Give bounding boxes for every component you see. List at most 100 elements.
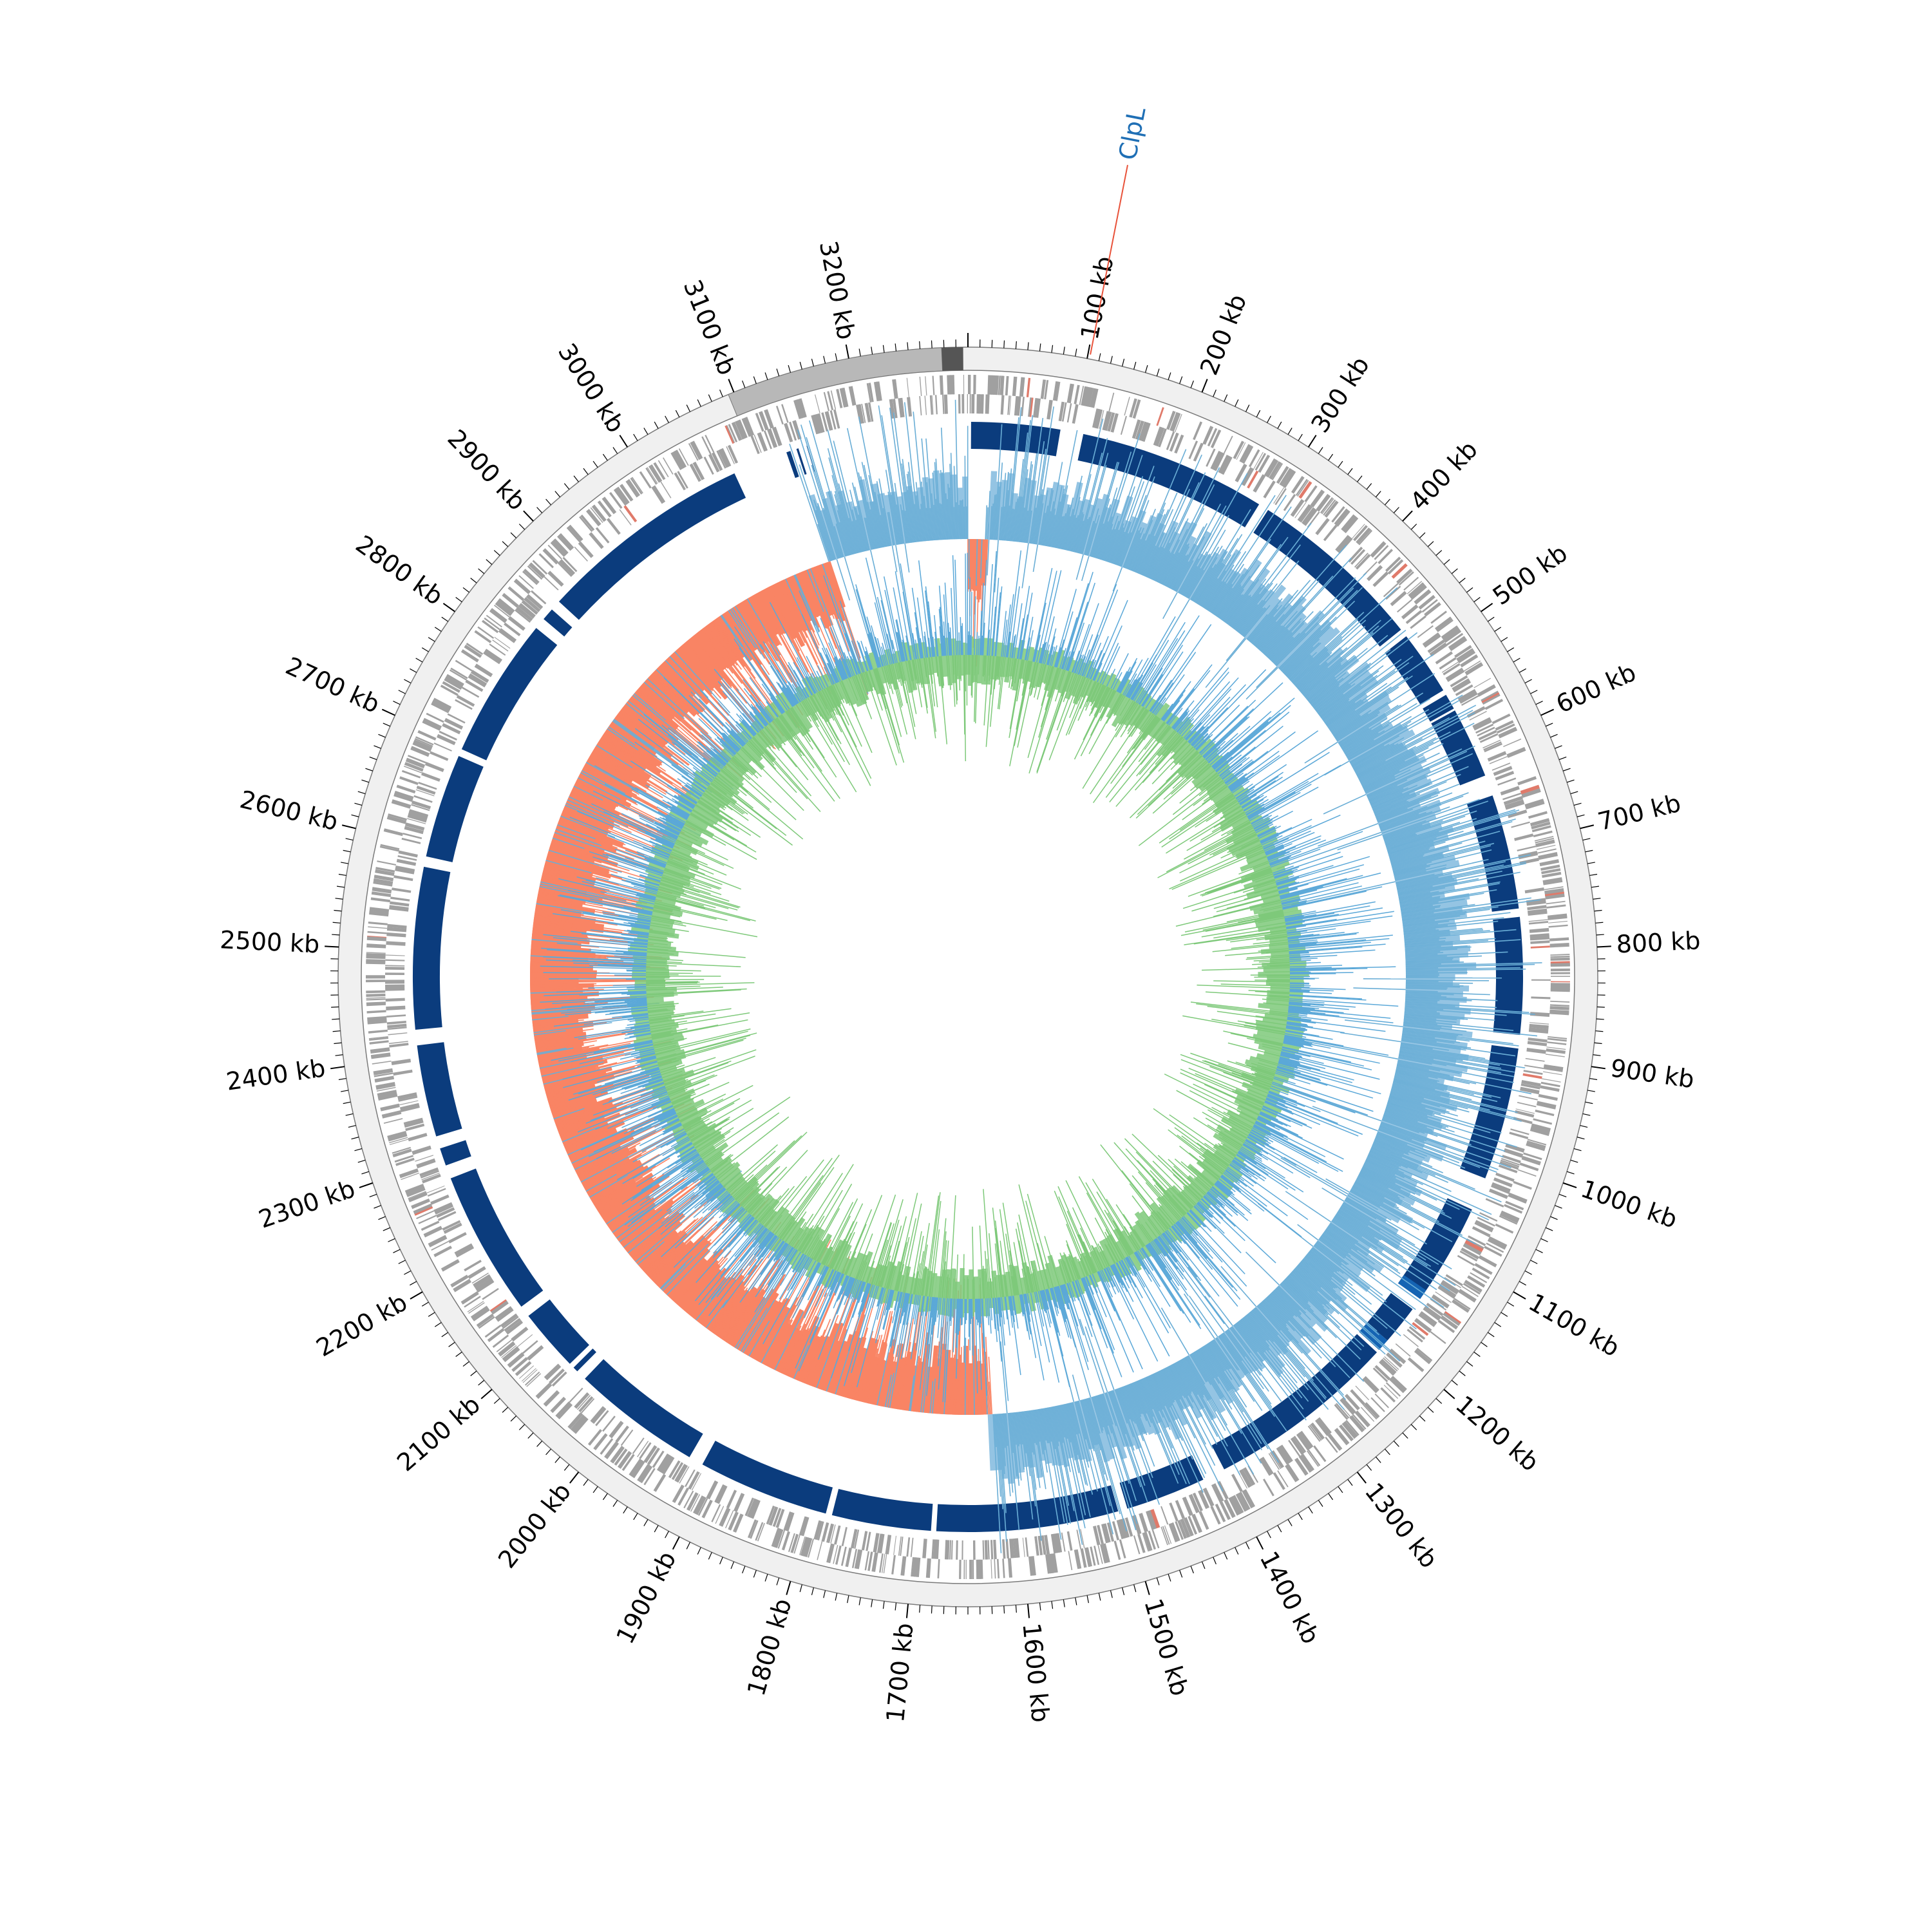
gene-feature — [766, 1505, 775, 1525]
gene-feature — [1380, 1387, 1396, 1403]
gc-skew-spike — [1133, 534, 1150, 573]
gc-skew-spike — [1391, 1088, 1468, 1110]
gene-feature — [1160, 1526, 1168, 1546]
gc-skew-spike — [1405, 987, 1447, 990]
gene-feature — [1418, 594, 1435, 610]
gc-skew-spike — [1405, 949, 1458, 953]
gene-feature — [1193, 442, 1204, 462]
gene-feature — [1242, 446, 1254, 464]
gc-skew-spike — [1359, 723, 1475, 782]
gc-skew-spike — [1066, 497, 1081, 551]
gc-skew-spike — [999, 473, 1007, 540]
gene-feature — [1327, 1433, 1343, 1451]
gene-feature — [1544, 888, 1564, 893]
gene-feature — [1298, 480, 1312, 499]
gc-skew-spike — [1162, 552, 1180, 585]
gc-skew-spike — [1075, 554, 1084, 580]
gene-feature — [615, 1425, 629, 1443]
gc-skew-spike — [1405, 1009, 1437, 1012]
gene-feature — [366, 975, 386, 979]
gene-feature — [1454, 1298, 1471, 1310]
gc-skew-spike — [1253, 580, 1311, 646]
gene-feature — [1231, 1495, 1244, 1514]
gc-skew-spike — [1236, 604, 1258, 632]
gene-feature — [1372, 571, 1389, 587]
gc-content-spike — [972, 655, 974, 683]
gc-skew-spike — [1084, 508, 1099, 556]
gene-feature — [1034, 1536, 1037, 1556]
gc-skew-spike — [1305, 647, 1368, 699]
gc-skew-spike — [1402, 1029, 1513, 1045]
gene-feature — [440, 1259, 459, 1271]
gene-feature — [385, 954, 405, 956]
gene-feature — [1102, 411, 1111, 431]
gene-feature — [1202, 1487, 1215, 1507]
gene-feature — [937, 1558, 940, 1578]
gene-feature — [399, 776, 419, 786]
gene-feature — [560, 559, 576, 575]
gene-feature — [1029, 397, 1034, 417]
gc-skew-spike — [1196, 558, 1224, 604]
gc-skew-spike — [1267, 632, 1293, 659]
gc-skew-spike — [1208, 583, 1227, 612]
gc-skew-spike — [1009, 508, 1014, 542]
gene-feature — [1355, 554, 1371, 570]
gene-feature — [1297, 480, 1309, 497]
gc-skew-spike — [1398, 1055, 1515, 1077]
gene-feature — [366, 952, 386, 954]
gc-skew-spike — [1387, 1100, 1435, 1115]
gc-skew-spike — [961, 500, 963, 540]
gene-feature — [785, 422, 793, 442]
gene-feature — [424, 762, 444, 772]
gene-feature — [1459, 1250, 1478, 1262]
gc-skew-spike — [1081, 465, 1107, 554]
gc-skew-spike — [1405, 961, 1464, 965]
gc-skew-spike — [1124, 530, 1139, 569]
gc-skew-spike — [999, 507, 1003, 540]
gene-feature — [1508, 811, 1528, 819]
gene-feature — [1489, 1188, 1508, 1199]
gc-skew-spike — [989, 506, 992, 540]
gene-feature — [1142, 422, 1151, 442]
gc-skew-spike — [1343, 698, 1431, 752]
gc-skew-spike — [1097, 451, 1132, 559]
gc-skew-spike — [961, 1378, 963, 1415]
gc-skew-spike — [1176, 1265, 1225, 1332]
gc-skew-spike — [1405, 945, 1468, 951]
gene-feature — [1277, 1470, 1289, 1488]
gc-skew-spike — [1148, 489, 1190, 579]
gc-skew-spike — [1380, 806, 1450, 832]
gc-skew-spike — [1258, 625, 1282, 650]
gc-skew-spike — [1346, 708, 1430, 758]
gene-feature — [663, 457, 674, 475]
gc-skew-spike — [1379, 795, 1464, 828]
gc-skew-spike — [1245, 1251, 1280, 1285]
gene-feature — [985, 394, 990, 414]
gene-feature — [1457, 688, 1477, 702]
gene-feature — [1418, 1312, 1437, 1327]
gc-skew-spike — [1405, 953, 1438, 956]
gene-feature — [1374, 545, 1389, 560]
gc-skew-spike — [994, 424, 1003, 540]
gc-skew-spike — [1038, 490, 1048, 545]
gene-feature — [1372, 1367, 1388, 1383]
gene-feature — [415, 1155, 434, 1162]
gc-skew-spike — [1361, 754, 1424, 786]
alignment-block — [558, 473, 746, 620]
gene-feature — [690, 441, 701, 460]
gene-feature — [1487, 1238, 1507, 1250]
gene-feature — [386, 815, 407, 824]
gene-feature — [527, 565, 543, 580]
gene-feature — [1012, 376, 1018, 397]
gc-skew-spike — [1377, 1132, 1408, 1145]
gene-feature — [392, 1148, 412, 1156]
gene-feature — [465, 679, 484, 692]
gene-feature — [1132, 399, 1141, 419]
gc-skew-spike — [1403, 929, 1450, 936]
gene-feature — [854, 1549, 859, 1569]
gc-skew-spike — [1392, 845, 1492, 871]
alignment-block — [1077, 433, 1260, 527]
gene-feature — [1002, 1558, 1005, 1578]
gene-feature — [473, 1275, 492, 1289]
gene-feature — [387, 1023, 407, 1028]
